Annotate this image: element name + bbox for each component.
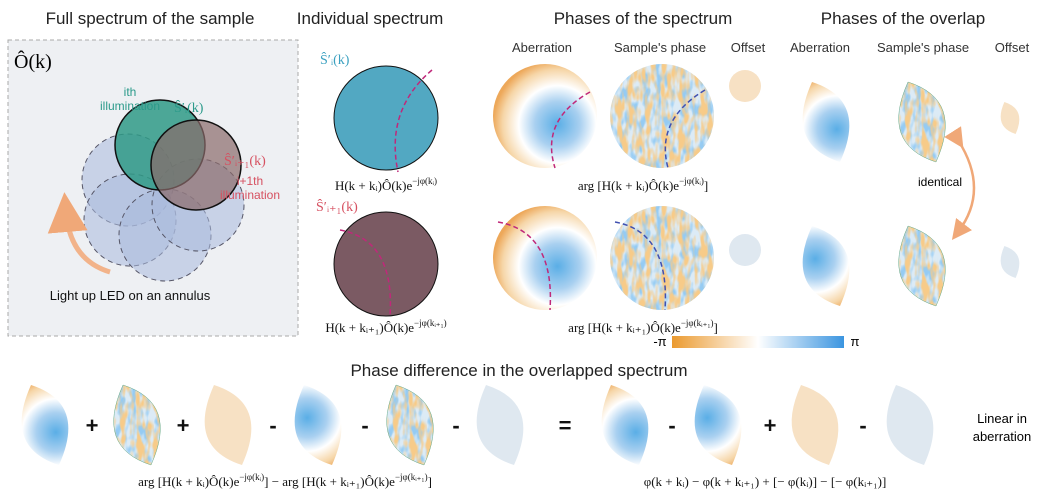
operator: + — [177, 413, 190, 438]
formula-exponent: −jφ(kᵢ) — [239, 472, 264, 482]
panel-title: Phase difference in the overlapped spect… — [350, 361, 687, 380]
lens-offset — [477, 385, 524, 465]
formula-text: H(k + kᵢ)Ô(k)e — [335, 178, 413, 193]
formula-exponent: −jφ(kᵢ₊₁) — [395, 472, 428, 482]
formula: arg [H(k + kᵢ)Ô(k)e−jφ(kᵢ)] — [578, 176, 708, 193]
label: Ŝ′ᵢ₊₁(k) — [224, 152, 266, 169]
formula: H(k + kᵢ₊₁)Ô(k)e−jφ(kᵢ₊₁) — [325, 318, 446, 335]
column-head: Offset — [995, 40, 1030, 55]
column-head: Aberration — [512, 40, 572, 55]
formula: φ(k + kᵢ) − φ(k + kᵢ₊₁) + [− φ(kᵢ)] − [−… — [644, 474, 887, 489]
lens-offset — [792, 385, 839, 465]
lens-offset — [1001, 102, 1020, 134]
lens-offset — [1001, 246, 1020, 278]
lens-offset — [887, 385, 934, 465]
operator: - — [668, 413, 675, 438]
label: Ŝ′ᵢ(k) — [320, 51, 350, 68]
formula-text: arg [H(k + kᵢ)Ô(k)e — [138, 474, 239, 489]
panel-title: Full spectrum of the sample — [46, 9, 255, 28]
operator: - — [452, 413, 459, 438]
formula-text: ] − arg [H(k + kᵢ₊₁)Ô(k)e — [264, 474, 395, 489]
label: illumination — [220, 188, 280, 202]
note: Linear in — [977, 411, 1027, 426]
aberration-phase — [493, 206, 597, 310]
formula-text: ] — [428, 474, 432, 489]
lens-offset — [205, 385, 252, 465]
label: ith — [124, 85, 137, 99]
label: Ŝ′ᵢ₊₁(k) — [316, 198, 358, 215]
operator: - — [269, 413, 276, 438]
label: illumination — [100, 99, 160, 113]
formula-exponent: −jφ(kᵢ) — [412, 176, 437, 186]
object-label: Ô(k) — [14, 49, 52, 73]
note: aberration — [973, 429, 1032, 444]
offset-phase — [729, 234, 761, 266]
operator: + — [764, 413, 777, 438]
formula-text: H(k + kᵢ₊₁)Ô(k)e — [325, 320, 414, 335]
formula: arg [H(k + kᵢ)Ô(k)e−jφ(kᵢ)] − arg [H(k +… — [138, 472, 432, 489]
panel-title: Phases of the overlap — [821, 9, 985, 28]
formula: H(k + kᵢ)Ô(k)e−jφ(kᵢ) — [335, 176, 437, 193]
caption: Light up LED on an annulus — [50, 288, 211, 303]
sample-phase — [607, 203, 717, 313]
operator: - — [361, 413, 368, 438]
spectrum-circle — [334, 212, 438, 316]
label: Ŝ′ᵢ(k) — [174, 99, 204, 116]
panel-title: Individual spectrum — [297, 9, 443, 28]
aberration-phase — [493, 64, 597, 168]
column-head: Sample's phase — [614, 40, 706, 55]
difference-row — [0, 370, 933, 480]
formula-text: ] — [704, 178, 708, 193]
operator: - — [859, 413, 866, 438]
column-head: Sample's phase — [877, 40, 969, 55]
colorbar-label: π — [851, 334, 860, 349]
operator: + — [86, 413, 99, 438]
formula-exponent: −jφ(kᵢ) — [679, 176, 704, 186]
panel-title: Phases of the spectrum — [554, 9, 733, 28]
formula-text: arg [H(k + kᵢ₊₁)Ô(k)e — [568, 320, 681, 335]
column-head: Aberration — [790, 40, 850, 55]
formula-exponent: −jφ(kᵢ₊₁) — [414, 318, 447, 328]
figure: Full spectrum of the sample Individual s… — [0, 0, 1039, 498]
formula-text: φ(k + kᵢ) − φ(k + kᵢ₊₁) + [− φ(kᵢ)] − [−… — [644, 474, 887, 489]
offset-phase — [729, 70, 761, 102]
label: identical — [918, 175, 962, 189]
formula-text: arg [H(k + kᵢ)Ô(k)e — [578, 178, 679, 193]
spectrum-circle — [334, 66, 438, 170]
column-head: Offset — [731, 40, 766, 55]
formula-exponent: −jφ(kᵢ₊₁) — [681, 318, 714, 328]
colorbar-label: -π — [653, 334, 666, 349]
formula: arg [H(k + kᵢ₊₁)Ô(k)e−jφ(kᵢ₊₁)] — [568, 318, 718, 335]
operator: = — [559, 413, 572, 438]
sample-phase — [607, 61, 717, 171]
colorbar — [672, 336, 844, 348]
formula-text: ] — [713, 320, 717, 335]
label: i+1th — [237, 174, 263, 188]
